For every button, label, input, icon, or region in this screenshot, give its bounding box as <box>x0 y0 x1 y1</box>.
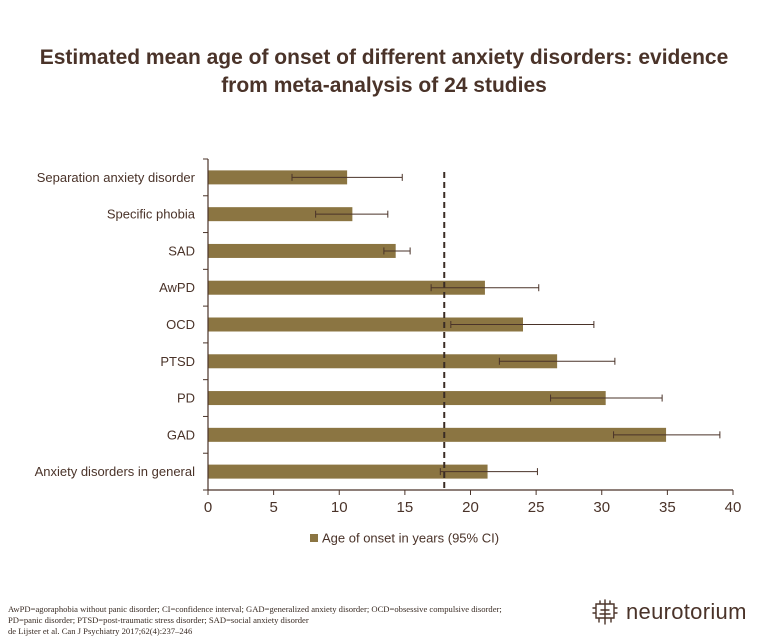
category-label: GAD <box>167 427 195 442</box>
category-label: Separation anxiety disorder <box>37 170 196 185</box>
category-label: SAD <box>168 243 195 258</box>
bar <box>208 427 667 442</box>
chart-title-line-1: Estimated mean age of onset of different… <box>39 46 729 69</box>
x-tick-label: 30 <box>593 499 610 516</box>
brand-logo: neurotorium <box>590 594 747 630</box>
legend-swatch <box>310 534 318 542</box>
bar <box>208 207 353 222</box>
bar <box>208 170 348 185</box>
x-tick-label: 5 <box>269 499 277 516</box>
category-label: Anxiety disorders in general <box>35 464 196 479</box>
x-tick-label: 15 <box>397 499 414 516</box>
bar <box>208 464 488 479</box>
footnote-citation: de Lijster et al. Can J Psychiatry 2017;… <box>8 626 193 636</box>
category-label: Specific phobia <box>107 207 196 222</box>
x-tick-label: 10 <box>331 499 348 516</box>
x-tick-label: 40 <box>725 499 742 516</box>
brain-logo-icon <box>592 599 618 625</box>
category-label: PD <box>177 391 195 406</box>
x-tick-label: 20 <box>462 499 479 516</box>
bar <box>208 243 396 258</box>
footnote: AwPD=agoraphobia without panic disorder;… <box>8 604 568 637</box>
bar <box>208 354 558 369</box>
bar <box>208 280 485 295</box>
footnote-abbreviations-1: AwPD=agoraphobia without panic disorder;… <box>8 604 502 614</box>
x-tick-label: 35 <box>659 499 676 516</box>
x-tick-label: 0 <box>204 499 212 516</box>
category-label: OCD <box>166 317 195 332</box>
bar <box>208 391 606 406</box>
bar-chart: Separation anxiety disorder Specific phob… <box>35 158 742 546</box>
footnote-abbreviations-2: PD=panic disorder; PTSD=post-traumatic s… <box>8 615 309 625</box>
category-label: AwPD <box>159 280 195 295</box>
brand-name: neurotorium <box>626 599 747 624</box>
chart-title: Estimated mean age of onset of different… <box>0 44 768 100</box>
legend-label: Age of onset in years (95% CI) <box>322 531 499 546</box>
chart-title-line-2: from meta-analysis of 24 studies <box>221 74 547 97</box>
category-label: PTSD <box>160 354 195 369</box>
x-tick-label: 25 <box>528 499 545 516</box>
